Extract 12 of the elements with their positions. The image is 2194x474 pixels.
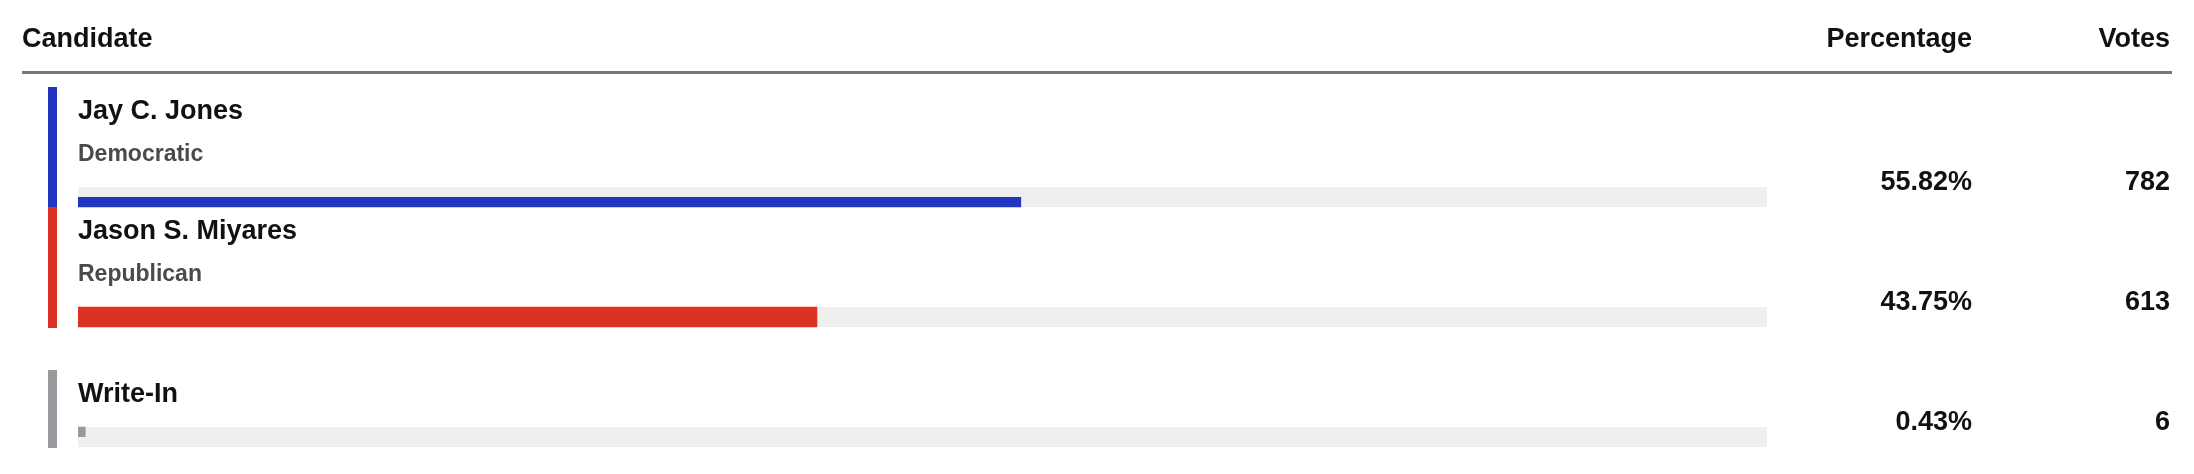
y-axis-title: Candidate	[22, 23, 153, 54]
data-label: 0.43%	[1895, 406, 1972, 437]
text: 6	[2154, 406, 2170, 437]
y-tick-label: Jay C. Jones Democratic	[78, 95, 244, 167]
text: Votes	[2098, 23, 2170, 54]
text: 782	[2124, 166, 2170, 197]
data-label: 55.82%	[1880, 166, 1972, 197]
data-label: 43.75%	[1880, 286, 1972, 317]
text: 613	[2124, 286, 2170, 317]
y-tick-label: Jason S. Miyares Republican	[78, 215, 298, 287]
y-tick-label: Write-In	[78, 378, 178, 409]
x-axis-title: Percentage	[1826, 23, 1972, 54]
